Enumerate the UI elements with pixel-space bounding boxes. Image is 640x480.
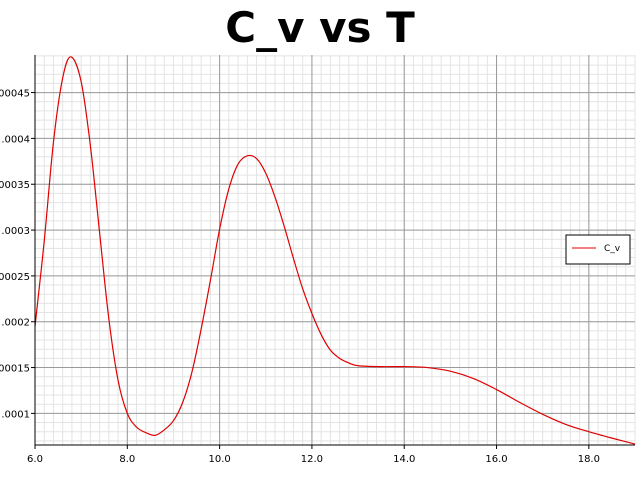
- x-tick-label: 10.0: [208, 454, 230, 465]
- x-tick-label: 18.0: [578, 454, 600, 465]
- y-tick-label: .0001: [1, 409, 30, 420]
- legend-label-c-v: C_v: [604, 244, 621, 254]
- x-tick-label: 6.0: [27, 454, 43, 465]
- x-tick-label: 8.0: [119, 454, 135, 465]
- y-tick-label: .00035: [0, 180, 30, 191]
- legend: C_v: [565, 234, 631, 265]
- y-tick-label: .0002: [1, 318, 30, 329]
- y-tick-label: .0004: [1, 134, 30, 145]
- y-tick-label: .00015: [0, 364, 30, 375]
- x-tick-label: 12.0: [301, 454, 323, 465]
- series-line-c-v: [35, 56, 635, 445]
- y-tick-label: .00045: [0, 89, 30, 100]
- plot-background: [35, 55, 635, 445]
- y-tick-label: .0003: [1, 226, 30, 237]
- x-tick-label: 16.0: [485, 454, 507, 465]
- chart-title: C_v vs T: [225, 3, 415, 52]
- y-tick-label: .00025: [0, 272, 30, 283]
- x-tick-label: 14.0: [393, 454, 415, 465]
- legend-box: [565, 234, 631, 265]
